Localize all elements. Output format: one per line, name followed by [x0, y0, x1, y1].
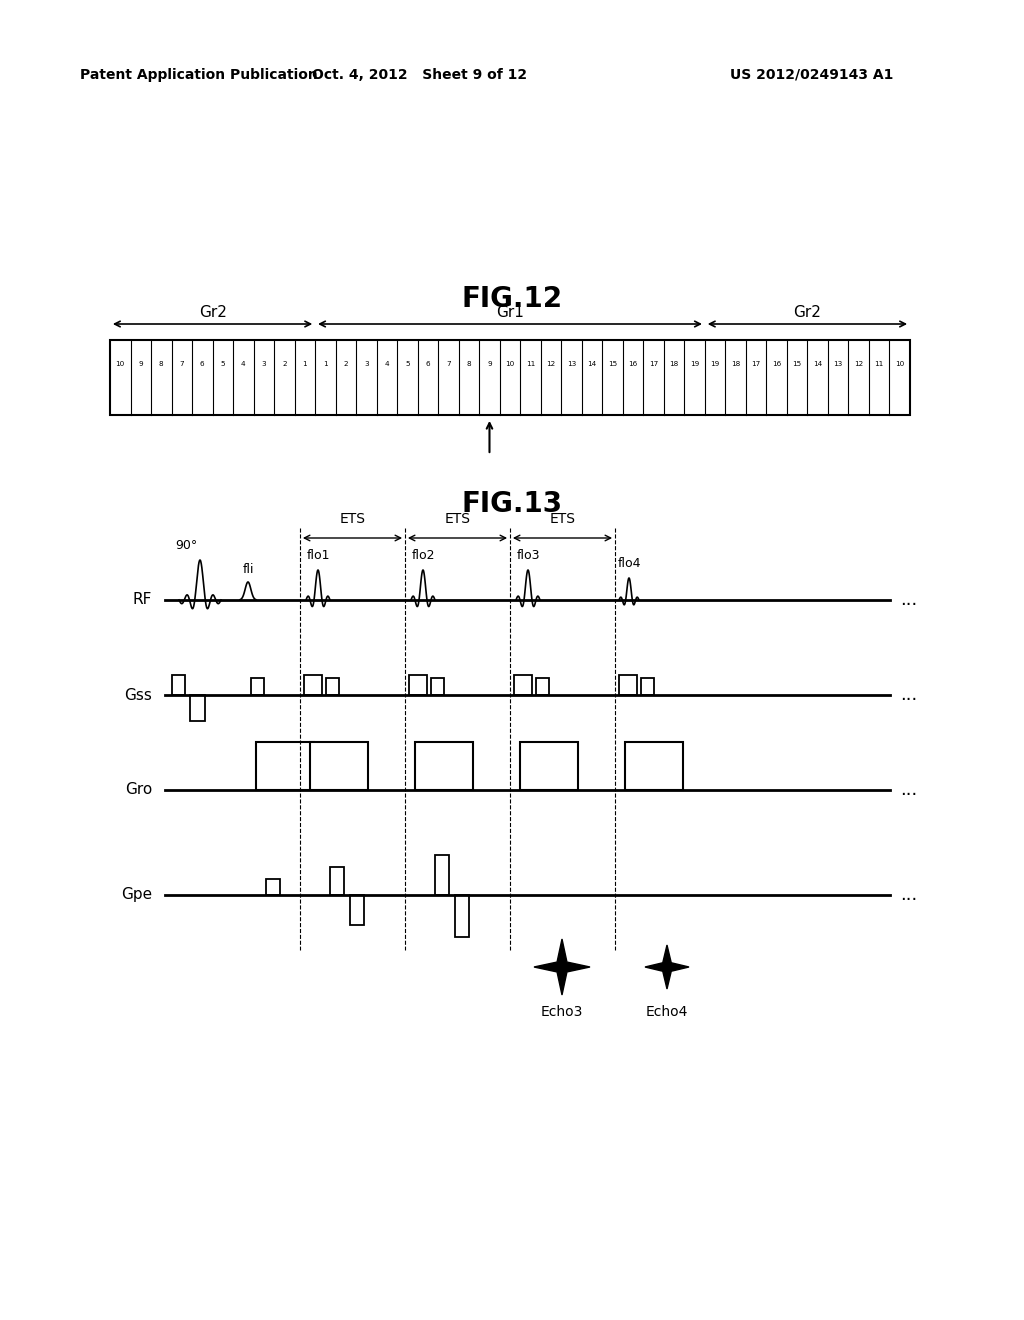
Text: 2: 2: [282, 360, 287, 367]
Text: 12: 12: [547, 360, 556, 367]
Text: 17: 17: [649, 360, 658, 367]
Text: Gss: Gss: [124, 688, 152, 702]
Text: ETS: ETS: [340, 512, 366, 525]
Bar: [435, 855, 449, 895]
Bar: [415, 742, 473, 789]
Text: 12: 12: [854, 360, 863, 367]
Bar: [326, 678, 339, 696]
Text: 1: 1: [324, 360, 328, 367]
Text: US 2012/0249143 A1: US 2012/0249143 A1: [730, 69, 893, 82]
Text: 19: 19: [711, 360, 720, 367]
Text: FIG.12: FIG.12: [462, 285, 562, 313]
Text: 16: 16: [772, 360, 781, 367]
Bar: [350, 895, 364, 925]
Text: 90°: 90°: [175, 539, 198, 552]
Text: 8: 8: [467, 360, 471, 367]
Text: Gr1: Gr1: [496, 305, 524, 319]
Bar: [536, 678, 549, 696]
Text: 4: 4: [385, 360, 389, 367]
Bar: [431, 678, 444, 696]
Bar: [455, 895, 469, 937]
Bar: [110, 341, 910, 414]
Text: 6: 6: [426, 360, 430, 367]
Text: 10: 10: [506, 360, 515, 367]
Text: 17: 17: [752, 360, 761, 367]
Text: 7: 7: [179, 360, 184, 367]
Text: 15: 15: [793, 360, 802, 367]
Text: 11: 11: [874, 360, 884, 367]
Bar: [172, 675, 185, 696]
Text: Gpe: Gpe: [121, 887, 152, 903]
Text: Echo4: Echo4: [646, 1005, 688, 1019]
Text: 1: 1: [302, 360, 307, 367]
Text: 10: 10: [895, 360, 904, 367]
Text: flo1: flo1: [306, 549, 330, 562]
Bar: [251, 678, 264, 696]
Text: 2: 2: [344, 360, 348, 367]
Text: 15: 15: [608, 360, 617, 367]
Text: 16: 16: [629, 360, 638, 367]
Text: 3: 3: [261, 360, 266, 367]
Text: ETS: ETS: [550, 512, 575, 525]
Text: RF: RF: [133, 593, 152, 607]
Text: 14: 14: [588, 360, 597, 367]
Text: ...: ...: [900, 886, 918, 904]
Text: 3: 3: [365, 360, 369, 367]
Text: 19: 19: [690, 360, 699, 367]
Text: Patent Application Publication: Patent Application Publication: [80, 69, 317, 82]
Bar: [514, 675, 532, 696]
Bar: [266, 879, 280, 895]
Text: ...: ...: [900, 686, 918, 704]
Bar: [304, 675, 322, 696]
Text: ETS: ETS: [444, 512, 470, 525]
Text: 8: 8: [159, 360, 164, 367]
Text: 7: 7: [446, 360, 451, 367]
Text: 4: 4: [241, 360, 246, 367]
Text: flo4: flo4: [617, 557, 641, 570]
Text: fli: fli: [243, 564, 254, 576]
Text: ...: ...: [900, 781, 918, 799]
Bar: [190, 696, 205, 721]
Bar: [625, 742, 683, 789]
Text: Gr2: Gr2: [199, 305, 226, 319]
Text: Echo3: Echo3: [541, 1005, 584, 1019]
Text: 5: 5: [220, 360, 225, 367]
Bar: [618, 675, 637, 696]
Bar: [330, 867, 344, 895]
Text: Gr2: Gr2: [794, 305, 821, 319]
Bar: [409, 675, 427, 696]
Text: 5: 5: [406, 360, 410, 367]
Bar: [520, 742, 578, 789]
Text: FIG.13: FIG.13: [462, 490, 562, 517]
Text: 13: 13: [834, 360, 843, 367]
Text: Gro: Gro: [125, 783, 152, 797]
Text: ...: ...: [900, 591, 918, 609]
Text: 10: 10: [116, 360, 125, 367]
Polygon shape: [534, 939, 590, 995]
Text: flo2: flo2: [412, 549, 435, 562]
Text: 9: 9: [487, 360, 492, 367]
Bar: [310, 742, 368, 789]
Text: 9: 9: [138, 360, 143, 367]
Text: flo3: flo3: [516, 549, 540, 562]
Bar: [641, 678, 654, 696]
Bar: [256, 742, 314, 789]
Text: 18: 18: [731, 360, 740, 367]
Text: Oct. 4, 2012   Sheet 9 of 12: Oct. 4, 2012 Sheet 9 of 12: [312, 69, 527, 82]
Text: 14: 14: [813, 360, 822, 367]
Text: 11: 11: [526, 360, 536, 367]
Text: 18: 18: [670, 360, 679, 367]
Text: 13: 13: [567, 360, 577, 367]
Polygon shape: [645, 945, 689, 989]
Text: 6: 6: [200, 360, 205, 367]
